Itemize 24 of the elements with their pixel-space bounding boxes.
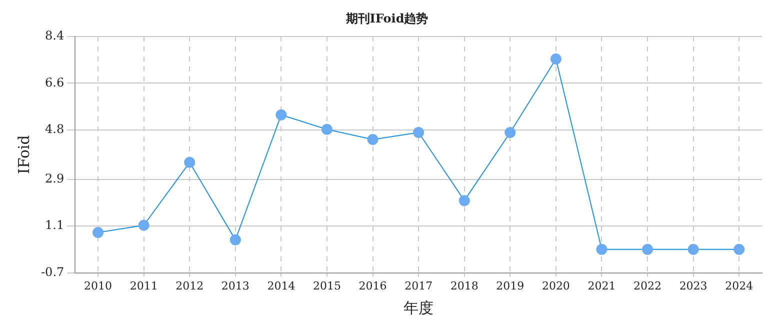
x-axis-title: 年度 <box>404 298 434 317</box>
x-tick-label: 2014 <box>267 279 296 292</box>
x-tick-label: 2011 <box>130 279 158 292</box>
y-tick-label: 8.4 <box>45 28 64 43</box>
x-tick-label: 2010 <box>84 279 112 292</box>
x-tick-label: 2012 <box>176 279 204 292</box>
y-tick-label: 4.8 <box>45 122 64 136</box>
x-tick-label: 2022 <box>634 279 662 292</box>
x-tick-label: 2020 <box>542 279 570 292</box>
y-tick-label: 1.1 <box>45 218 64 232</box>
x-tick-label: 2013 <box>221 279 250 292</box>
chart-title: 期刊IFoid趋势 <box>344 11 428 26</box>
x-tick-label: 2017 <box>404 279 433 292</box>
x-tick-label: 2015 <box>312 279 341 292</box>
x-tick-label: 2016 <box>358 279 387 292</box>
x-tick-label: 2024 <box>725 279 754 292</box>
x-tick-label: 2021 <box>588 279 616 292</box>
x-tick-label: 2018 <box>450 279 478 292</box>
x-tick-label: 2019 <box>496 279 524 292</box>
y-tick-label: 2.9 <box>45 171 64 186</box>
y-axis-title: IFoid <box>14 134 33 174</box>
y-tick-label: 6.6 <box>45 75 64 90</box>
x-tick-label: 2023 <box>679 279 708 292</box>
y-tick-label: -0.7 <box>41 264 64 279</box>
